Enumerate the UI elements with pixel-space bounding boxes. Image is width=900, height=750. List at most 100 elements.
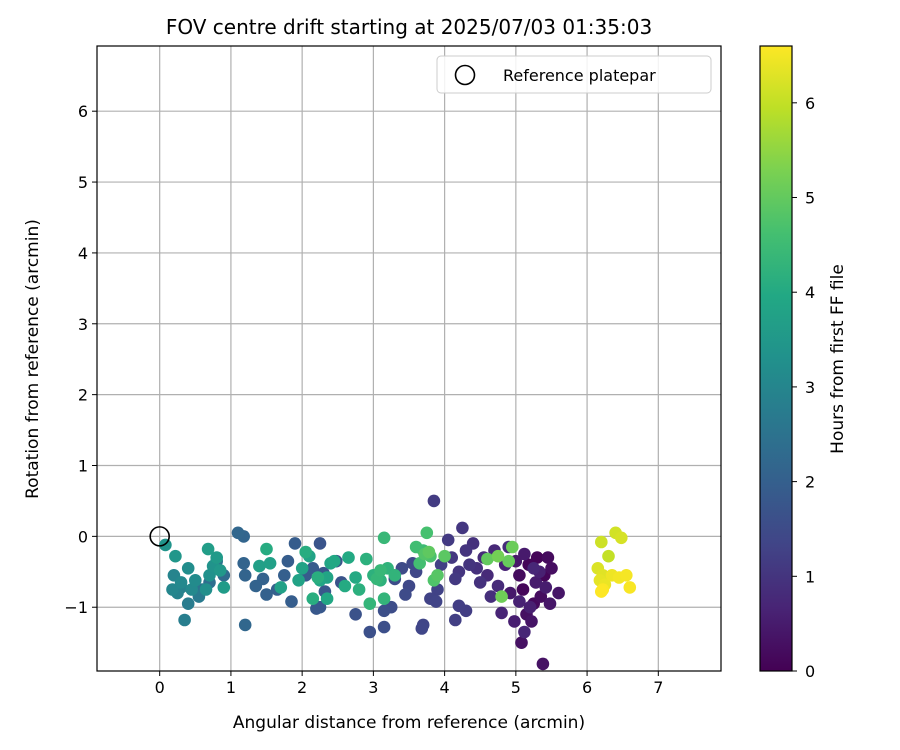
data-point — [237, 557, 250, 570]
data-point — [506, 540, 519, 554]
data-point — [518, 625, 531, 639]
data-point — [441, 533, 455, 547]
data-point — [274, 581, 288, 594]
data-point — [413, 557, 427, 570]
data-point — [263, 557, 277, 570]
data-point — [285, 595, 298, 608]
data-point — [249, 579, 263, 593]
x-tick-label: 6 — [582, 678, 592, 697]
data-point — [253, 559, 266, 573]
data-point — [449, 613, 462, 627]
colorbar: 0 1 2 3 4 5 6 — [759, 45, 815, 681]
data-point — [543, 597, 557, 610]
data-point — [363, 597, 377, 610]
data-point — [456, 521, 469, 535]
data-point — [495, 606, 508, 620]
data-point — [429, 595, 443, 608]
data-point — [178, 613, 191, 627]
x-tick-label: 3 — [368, 678, 378, 697]
colorbar-gradient — [759, 45, 793, 672]
data-point — [527, 562, 540, 575]
scatter-points — [149, 494, 637, 671]
data-point — [422, 545, 436, 559]
x-axis-label: Angular distance from reference (arcmin) — [233, 713, 585, 733]
data-point — [529, 576, 543, 589]
data-point — [495, 590, 508, 603]
data-point — [431, 569, 444, 582]
data-point — [523, 600, 537, 614]
data-point — [377, 604, 391, 618]
data-point — [539, 581, 553, 594]
data-point — [513, 569, 526, 582]
data-point — [260, 542, 273, 556]
data-point — [377, 592, 391, 605]
data-point — [311, 571, 325, 584]
data-point — [306, 592, 320, 605]
y-tick-label: 5 — [78, 173, 88, 192]
data-point — [518, 547, 531, 561]
data-point — [260, 588, 273, 601]
data-point — [320, 592, 334, 605]
reference-marker — [149, 526, 170, 547]
data-point — [463, 558, 476, 571]
data-point — [169, 549, 182, 563]
colorbar-tick-label: 1 — [805, 567, 815, 586]
data-point — [313, 537, 327, 550]
data-point — [281, 554, 295, 568]
data-point — [595, 535, 608, 549]
y-tick-label: 3 — [78, 315, 88, 334]
colorbar-tick-label: 4 — [805, 283, 815, 302]
data-point — [342, 551, 355, 564]
data-point — [459, 544, 473, 557]
data-point — [515, 636, 528, 649]
colorbar-tick-label: 2 — [805, 473, 815, 492]
data-point — [201, 542, 215, 556]
data-point — [615, 531, 628, 545]
legend: Reference platepar — [436, 55, 712, 94]
data-point — [452, 599, 466, 613]
data-point — [473, 576, 487, 589]
data-point — [438, 549, 451, 563]
data-point — [327, 554, 341, 568]
data-point — [349, 571, 362, 584]
y-tick-label: 0 — [78, 527, 88, 546]
data-point — [288, 537, 302, 550]
data-point — [516, 583, 530, 596]
data-point — [415, 622, 429, 635]
axes: 0 1 2 3 4 5 6 7 −1 0 1 2 3 4 5 6 — [64, 45, 722, 697]
legend-marker — [454, 64, 476, 86]
data-point — [231, 526, 245, 540]
data-point — [491, 549, 505, 563]
y-tick-label: 4 — [78, 244, 88, 263]
data-point — [181, 562, 195, 575]
colorbar-label: Hours from first FF file — [828, 264, 848, 454]
data-point — [278, 569, 291, 582]
data-point — [174, 576, 188, 589]
x-tick-label: 7 — [653, 678, 663, 697]
y-tick-label: −1 — [64, 598, 88, 617]
data-point — [399, 588, 412, 601]
data-point — [360, 552, 373, 566]
data-point — [349, 608, 362, 621]
legend-box — [436, 55, 712, 94]
data-point — [427, 494, 441, 508]
y-axis-label: Rotation from reference (arcmin) — [23, 219, 43, 499]
data-point — [481, 552, 494, 566]
data-point — [338, 579, 352, 593]
plot-frame — [96, 45, 722, 672]
data-point — [189, 574, 202, 587]
y-tick-label: 2 — [78, 386, 88, 405]
x-tick-label: 2 — [297, 678, 307, 697]
data-point — [295, 562, 309, 575]
data-point — [352, 583, 366, 596]
data-point — [210, 551, 223, 564]
data-point — [620, 569, 633, 582]
data-point — [166, 583, 179, 596]
data-point — [502, 554, 515, 568]
data-point — [552, 586, 565, 600]
data-point — [388, 569, 402, 582]
x-tick-label: 0 — [155, 678, 165, 697]
data-point — [513, 595, 526, 608]
data-point — [238, 618, 252, 632]
